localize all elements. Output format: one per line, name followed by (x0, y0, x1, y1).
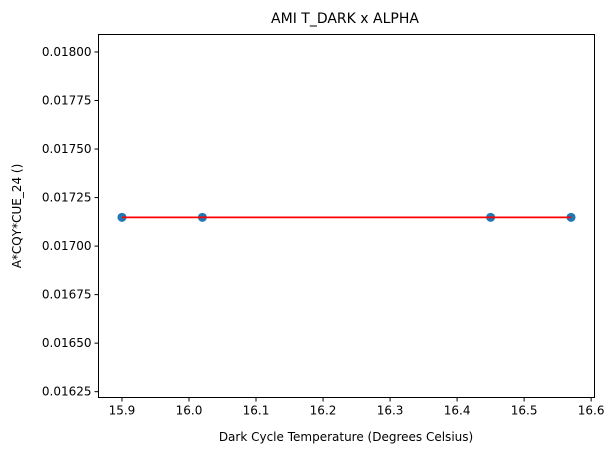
y-tick-label: 0.01800 (42, 45, 92, 59)
x-tick-label: 16.0 (176, 404, 203, 418)
x-tick-label: 15.9 (109, 404, 136, 418)
x-tick-label: 16.6 (578, 404, 605, 418)
plot-area (117, 212, 576, 222)
x-tick-label: 16.5 (511, 404, 538, 418)
chart-title: AMI T_DARK x ALPHA (271, 11, 419, 27)
y-tick-label: 0.01725 (42, 191, 92, 205)
x-tick-label: 16.3 (377, 404, 404, 418)
y-axis-label: A*CQY*CUE_24 () (10, 164, 24, 269)
y-tick-label: 0.01750 (42, 142, 92, 156)
x-tick-label: 16.2 (310, 404, 337, 418)
y-tick-label: 0.01700 (42, 239, 92, 253)
x-tick-label: 16.1 (243, 404, 270, 418)
y-tick-label: 0.01775 (42, 94, 92, 108)
x-axis-label: Dark Cycle Temperature (Degrees Celsius) (219, 430, 473, 444)
plot-frame (98, 34, 595, 398)
y-axis: 0.01625 0.01650 0.01675 0.01700 0.01725 0.017… (42, 45, 99, 399)
y-tick-label: 0.01625 (42, 385, 92, 399)
x-tick-label: 16.4 (444, 404, 471, 418)
y-tick-label: 0.01650 (42, 336, 92, 350)
x-axis: 15.9 16.0 16.1 16.2 16.3 16.4 16.5 16.6 (109, 397, 605, 418)
y-tick-label: 0.01675 (42, 288, 92, 302)
